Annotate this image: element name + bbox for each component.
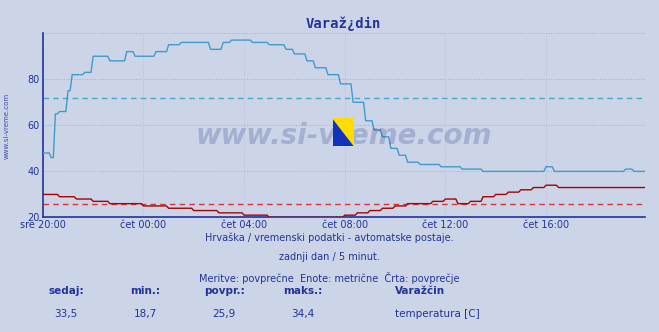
Text: temperatura [C]: temperatura [C]: [395, 309, 480, 319]
Text: zadnji dan / 5 minut.: zadnji dan / 5 minut.: [279, 252, 380, 262]
Text: min.:: min.:: [130, 286, 160, 295]
Text: maks.:: maks.:: [283, 286, 323, 295]
Text: www.si-vreme.com: www.si-vreme.com: [196, 123, 492, 150]
Text: 33,5: 33,5: [54, 309, 78, 319]
Polygon shape: [333, 118, 355, 146]
Text: Varažčin: Varažčin: [395, 286, 445, 295]
Title: Varaž¿din: Varaž¿din: [306, 16, 382, 31]
Text: Hrvaška / vremenski podatki - avtomatske postaje.: Hrvaška / vremenski podatki - avtomatske…: [205, 232, 454, 243]
Text: www.si-vreme.com: www.si-vreme.com: [3, 93, 10, 159]
Text: Meritve: povprečne  Enote: metrične  Črta: povprečje: Meritve: povprečne Enote: metrične Črta:…: [199, 272, 460, 284]
Text: 25,9: 25,9: [212, 309, 236, 319]
Text: 18,7: 18,7: [133, 309, 157, 319]
Text: 34,4: 34,4: [291, 309, 315, 319]
Text: sedaj:: sedaj:: [48, 286, 84, 295]
Text: povpr.:: povpr.:: [204, 286, 244, 295]
Polygon shape: [333, 118, 355, 146]
